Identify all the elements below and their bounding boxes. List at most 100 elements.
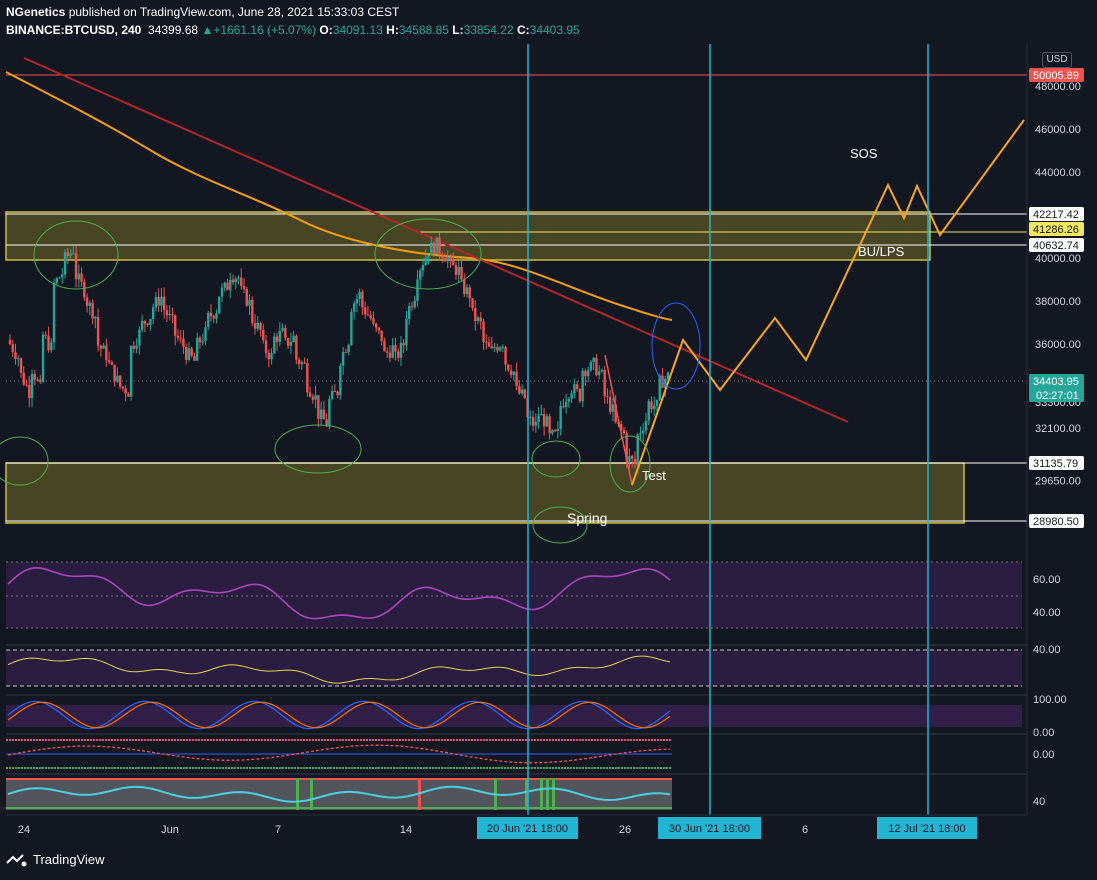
candle-body: [520, 389, 524, 394]
candle-body: [644, 420, 648, 431]
candle-body: [529, 417, 532, 419]
candle-body: [592, 357, 595, 363]
price-label-box: [1029, 68, 1084, 82]
candle-body: [262, 329, 265, 341]
candle-body: [14, 352, 17, 359]
ellipse-spring: [532, 506, 588, 544]
signal-bar: [525, 778, 528, 810]
candle-body: [581, 370, 584, 402]
candle-body: [179, 337, 182, 339]
candle-body: [567, 398, 571, 402]
candle-body: [328, 399, 331, 427]
candle-body: [25, 384, 28, 386]
price-labels: 50005.89 42217.42 41286.26 40632.74 34403.95…: [1029, 68, 1084, 528]
candle-body: [485, 342, 488, 344]
candle-body: [229, 279, 232, 291]
candle-body: [358, 291, 361, 299]
ellipse-top-mid: [374, 218, 482, 290]
candle-body: [33, 373, 36, 380]
candle-body: [430, 242, 433, 256]
change-arrow-icon: ▲: [201, 23, 214, 37]
vol-panel: [6, 778, 672, 810]
candle-body: [432, 242, 436, 254]
candle-body: [344, 352, 348, 354]
symbol-header: BINANCE:BTCUSD, 240 34399.68 ▲+1661.16 (…: [6, 23, 580, 37]
candle-body: [207, 312, 210, 328]
indicator-tick-label: 40.00: [1033, 644, 1061, 656]
candle-body: [633, 458, 637, 465]
candle-body: [17, 358, 20, 360]
price-tick-label: 29650.00: [1035, 476, 1081, 488]
author-name[interactable]: NGenetics: [6, 5, 66, 19]
candle-body: [162, 296, 166, 311]
oscillator-line: [7, 655, 671, 684]
currency-button[interactable]: USD: [1042, 52, 1072, 68]
publish-text: published on TradingView.com, June 28, 2…: [68, 5, 400, 19]
annotation-bu-lps: BU/LPS: [858, 244, 905, 259]
tradingview-logo-icon: [6, 853, 27, 866]
candle-body: [292, 335, 295, 343]
candle-body: [493, 347, 496, 349]
time-axis-ticks: 24 Jun 7 14 26 6: [18, 824, 808, 836]
brand-name: TradingView: [33, 852, 105, 867]
candle-body: [77, 273, 81, 280]
price-label-text: 42217.42: [1033, 209, 1079, 221]
candle-body: [245, 288, 248, 306]
candle-body: [622, 429, 626, 434]
candle-body: [69, 253, 72, 256]
candle-body: [413, 300, 416, 308]
indicator-tick-label: 60.00: [1033, 574, 1061, 586]
time-tick-label: 7: [275, 824, 281, 836]
candle-body: [490, 346, 493, 349]
ellipse-low-jun22: [531, 440, 581, 478]
candle-body: [259, 322, 262, 330]
candle-body: [58, 277, 61, 279]
candle-body: [545, 416, 549, 427]
candle-body: [50, 342, 53, 351]
candle-body: [218, 296, 221, 314]
candle-body: [666, 372, 670, 379]
candle-body: [39, 379, 42, 382]
candle-body: [449, 257, 452, 260]
candle-body: [204, 327, 207, 342]
tradingview-brand[interactable]: TradingView: [6, 852, 105, 867]
candle-body: [105, 345, 108, 360]
candle-body: [394, 345, 397, 352]
ellipse-left: [0, 436, 49, 486]
candle-body: [19, 358, 23, 373]
candle-body: [121, 386, 125, 389]
candle-body: [465, 287, 469, 295]
symbol-name: BINANCE:BTCUSD, 240: [6, 23, 142, 37]
candle-body: [47, 335, 50, 351]
ellipse-top-left: [33, 220, 119, 290]
candle-body: [237, 277, 240, 279]
candle-body: [551, 430, 554, 434]
candle-body: [642, 430, 645, 434]
macd-panel: [6, 739, 672, 769]
price-label-box: [1029, 374, 1084, 402]
annotation-test: Test: [642, 468, 666, 483]
candle-body: [226, 282, 229, 291]
candle-body: [479, 317, 482, 322]
candle-body: [614, 404, 617, 422]
candle-body: [157, 297, 160, 306]
candle-body: [201, 341, 204, 343]
candle-body: [83, 281, 86, 298]
candle-body: [143, 320, 147, 324]
candle-body: [496, 347, 499, 351]
candle-body: [182, 338, 185, 347]
candle-body: [573, 384, 576, 394]
candle-body: [52, 282, 56, 343]
candle-body: [441, 254, 444, 259]
candle-body: [341, 352, 345, 366]
candle-body: [361, 291, 364, 308]
candle-body: [253, 323, 257, 329]
candle-body: [319, 409, 323, 419]
time-highlight-label: 30 Jun '21 18:00: [669, 823, 750, 835]
candle-body: [504, 346, 507, 365]
candle-body: [664, 378, 667, 388]
candle-body: [548, 416, 551, 434]
candle-body: [173, 315, 177, 336]
price-tick-label: 46000.00: [1035, 124, 1081, 136]
price-label-box: [1029, 238, 1084, 252]
